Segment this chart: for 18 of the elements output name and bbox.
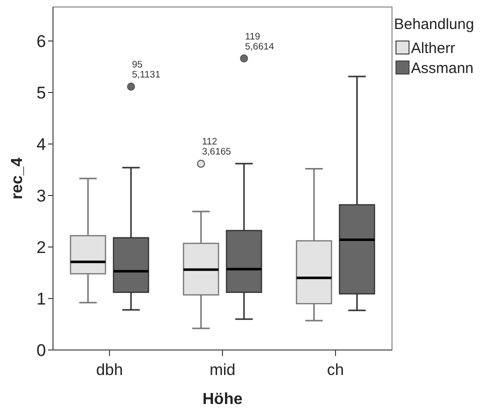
y-tick-label: 1 [36, 289, 46, 308]
legend-label: Altherr [411, 40, 456, 57]
y-tick-label: 4 [36, 134, 46, 154]
legend-title: Behandlung [394, 16, 474, 33]
annotation: 119 5,6614 [245, 31, 274, 52]
x-tick-label: dbh [96, 362, 123, 379]
legend-label: Assmann [411, 60, 474, 77]
x-tick-label: ch [327, 362, 344, 379]
y-axis-title: rec_4 [9, 157, 26, 200]
annotation: 112 3,6165 [202, 136, 232, 158]
x-tick-label: mid [210, 362, 236, 379]
y-tick-label: 0 [36, 340, 46, 360]
y-tick-label: 5 [36, 83, 46, 102]
x-axis-title: Höhe [202, 391, 243, 408]
annotation: 95 5,1131 [132, 60, 160, 81]
y-tick-label: 3 [36, 186, 46, 206]
y-tick-label: 2 [36, 238, 46, 257]
y-tick-label: 6 [36, 32, 46, 51]
